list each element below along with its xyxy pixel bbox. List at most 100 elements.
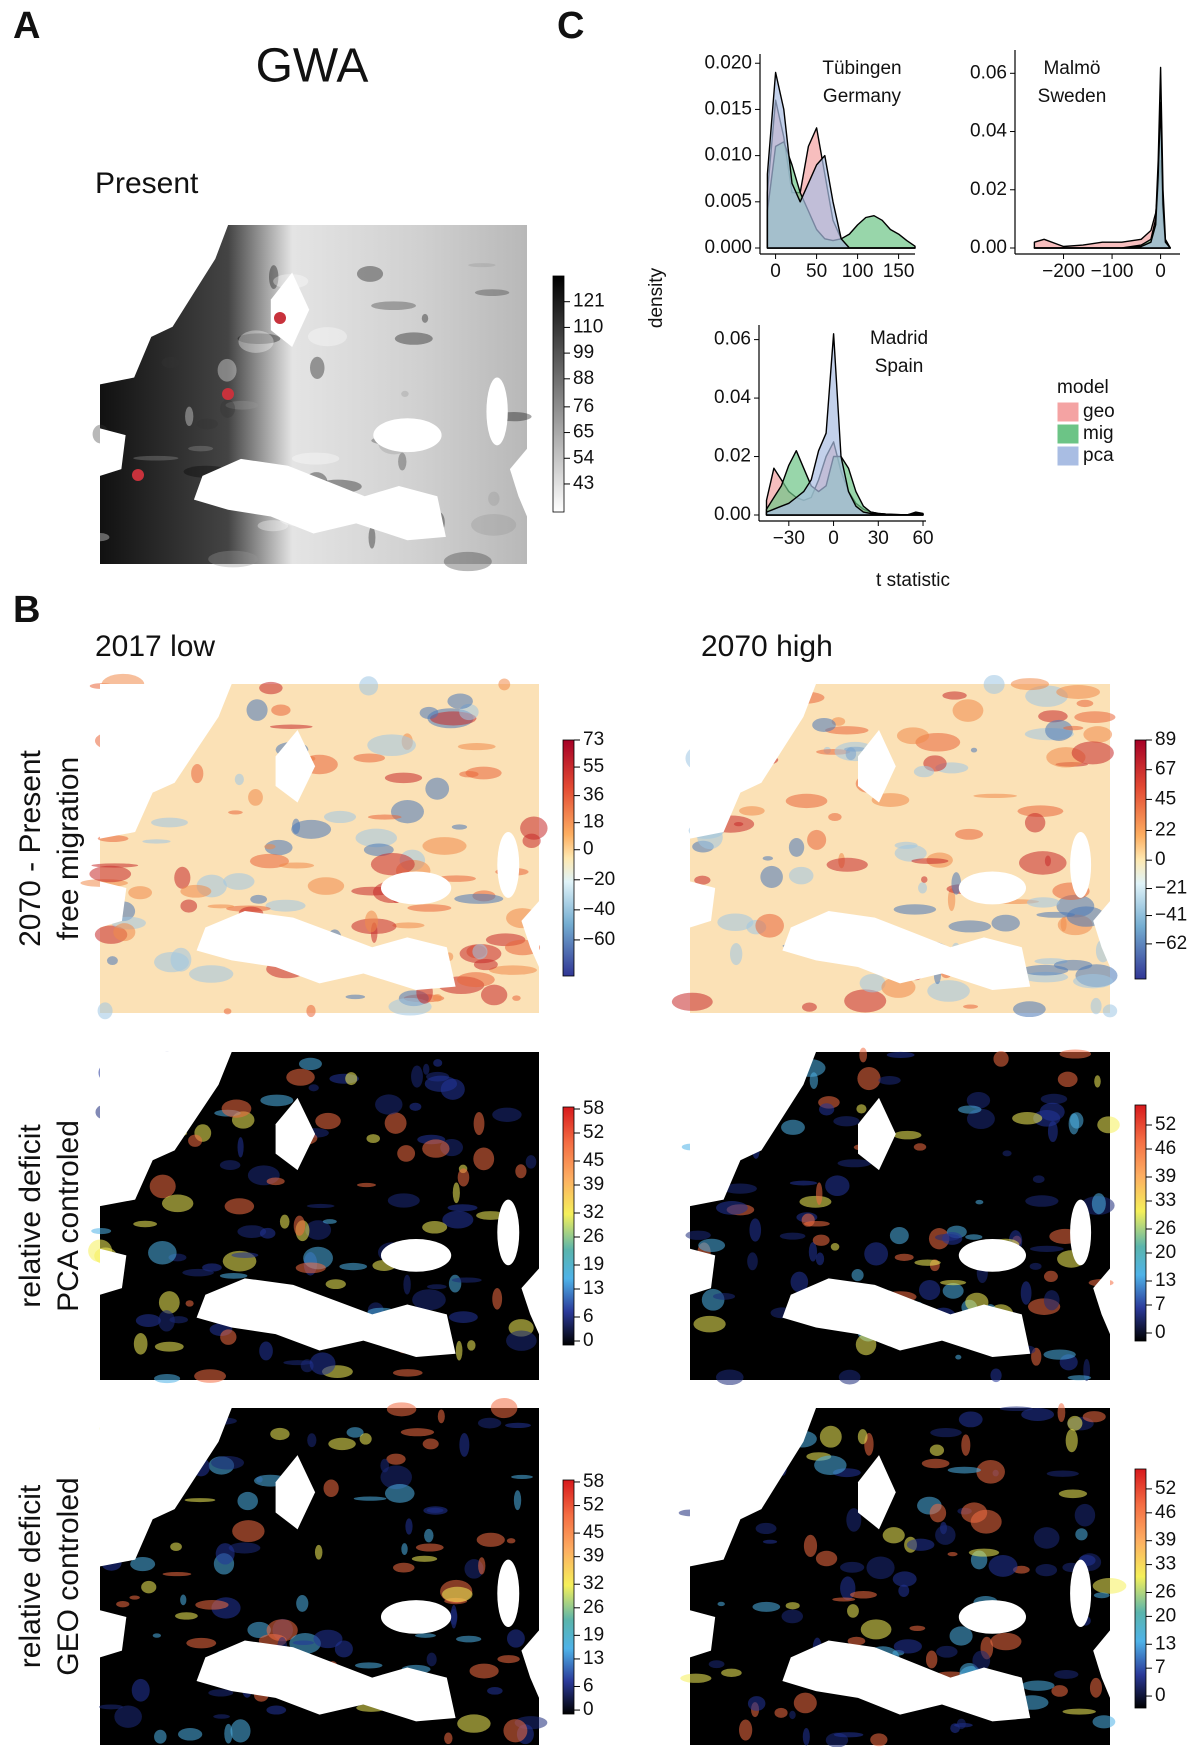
map-texture xyxy=(896,727,930,745)
colorbar-tick-label: 89 xyxy=(1155,729,1176,750)
map-texture xyxy=(840,1561,865,1573)
map-texture xyxy=(1035,1564,1058,1577)
map-texture xyxy=(921,1458,950,1469)
map-texture xyxy=(913,765,935,778)
row-label: GEO controled xyxy=(52,1477,85,1675)
sea xyxy=(521,1268,539,1335)
density-area xyxy=(1033,101,1171,249)
sea xyxy=(782,1640,1031,1722)
map-texture xyxy=(1071,741,1114,765)
map-texture xyxy=(292,1640,314,1645)
y-tick-label: 0.015 xyxy=(704,98,752,119)
map-texture xyxy=(266,1619,298,1642)
colorbar-tick-label: −20 xyxy=(583,869,615,890)
row-label: relative deficit xyxy=(14,1484,47,1668)
map-texture xyxy=(918,882,928,894)
sea xyxy=(497,1199,520,1266)
map-texture xyxy=(844,989,887,1013)
colorbar-tick-label: 13 xyxy=(583,1648,604,1669)
y-tick-label: 0.000 xyxy=(704,237,752,258)
map-texture xyxy=(1029,1262,1042,1270)
row-label: 2070 - Present xyxy=(14,749,47,946)
row-label: PCA controled xyxy=(52,1120,85,1312)
map-texture xyxy=(250,894,267,904)
sea xyxy=(690,1408,816,1567)
map-texture xyxy=(511,1474,533,1480)
map-texture xyxy=(894,1253,914,1262)
map-texture xyxy=(760,865,783,888)
map-texture xyxy=(1074,1503,1096,1527)
map-texture xyxy=(308,1084,319,1092)
map-texture xyxy=(952,699,984,722)
map-texture xyxy=(223,873,255,890)
map-texture xyxy=(1019,851,1067,875)
map-texture xyxy=(1054,1669,1079,1679)
map-texture xyxy=(185,1300,194,1307)
colorbar-tick-label: 67 xyxy=(1155,759,1176,780)
map-texture xyxy=(230,1719,251,1743)
map-texture xyxy=(427,1284,447,1290)
colorbar-tick-label: 43 xyxy=(573,473,594,494)
map-texture xyxy=(151,817,188,828)
map-texture xyxy=(919,1279,941,1301)
map-texture xyxy=(306,1004,316,1018)
map-texture xyxy=(755,913,784,938)
map-texture xyxy=(180,1594,187,1606)
map-texture xyxy=(91,863,139,868)
map-texture xyxy=(433,1059,443,1067)
map-texture xyxy=(973,793,1017,799)
map-texture xyxy=(393,1562,415,1573)
map-texture xyxy=(367,734,416,757)
colorbar-tick-label: 52 xyxy=(583,1495,604,1516)
x-tick-label: 50 xyxy=(806,261,827,282)
map xyxy=(671,674,1118,1018)
colorbar-tick-label: 26 xyxy=(1155,1218,1176,1239)
map-texture xyxy=(814,1455,847,1476)
map-texture xyxy=(855,1333,877,1356)
sea xyxy=(373,418,442,453)
site-marker xyxy=(274,312,286,324)
map-texture xyxy=(935,1525,956,1545)
map-texture xyxy=(161,1194,194,1213)
map-texture xyxy=(307,877,345,895)
colorbar-tick-label: 39 xyxy=(583,1174,604,1195)
sea xyxy=(958,871,1026,905)
map-texture xyxy=(789,1180,818,1186)
map-texture xyxy=(966,1091,991,1109)
map-texture xyxy=(208,550,258,568)
map-texture xyxy=(487,1687,503,1695)
map-texture xyxy=(452,1182,460,1204)
map-texture xyxy=(1040,1093,1068,1105)
map-texture xyxy=(847,1604,859,1618)
map-texture xyxy=(367,814,402,820)
y-tick-label: 0.06 xyxy=(714,329,751,350)
map-texture xyxy=(219,1273,248,1279)
map-texture xyxy=(271,704,291,716)
map-texture xyxy=(881,976,916,998)
colorbar-tick-label: 52 xyxy=(583,1122,604,1143)
map-texture xyxy=(133,1333,148,1355)
map-texture xyxy=(397,1145,416,1162)
map-texture xyxy=(914,1259,941,1266)
colorbar-tick-label: 110 xyxy=(573,316,603,337)
map-texture xyxy=(459,770,479,778)
map-texture xyxy=(269,724,313,729)
map-texture xyxy=(893,1130,922,1140)
y-tick-label: 0.02 xyxy=(970,179,1007,200)
map-texture xyxy=(859,1047,868,1063)
map-texture xyxy=(1092,1578,1127,1594)
y-tick-label: 0.02 xyxy=(714,446,751,467)
map-texture xyxy=(828,813,842,822)
sea xyxy=(1070,1199,1092,1266)
colorbar-tick-label: 0 xyxy=(583,1699,594,1720)
map-texture xyxy=(449,1608,458,1625)
sea xyxy=(1093,1268,1110,1335)
map-texture xyxy=(832,1597,856,1602)
map-texture xyxy=(237,1137,244,1158)
map-texture xyxy=(451,824,468,830)
map-texture xyxy=(838,1369,861,1385)
map-texture xyxy=(368,526,376,549)
colorbar xyxy=(562,739,575,977)
map-texture xyxy=(328,1437,356,1451)
